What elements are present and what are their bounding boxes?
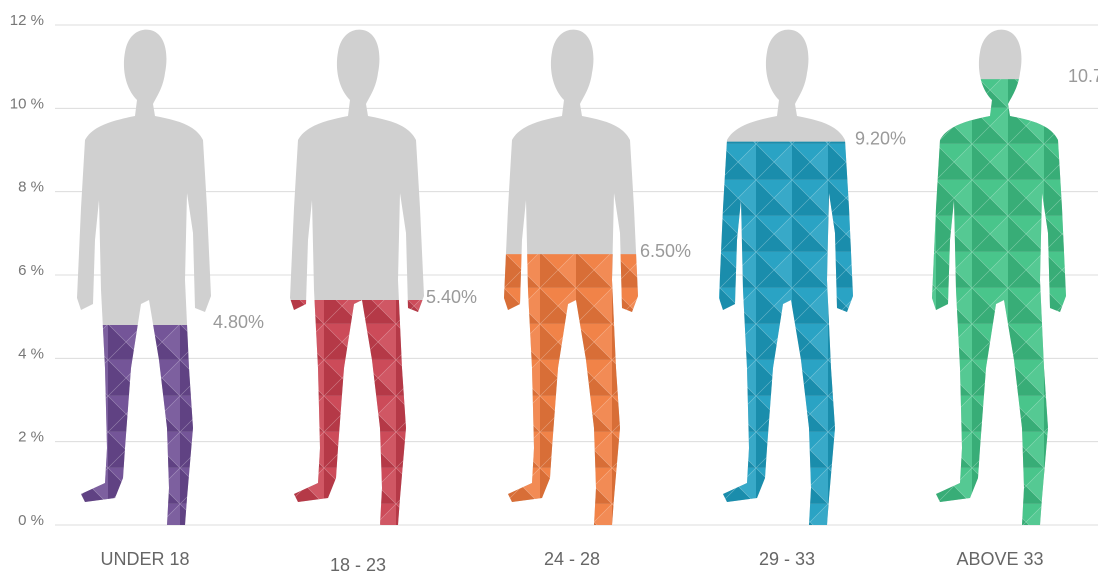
figure-texture <box>504 254 638 525</box>
x-tick-label: 29 - 33 <box>759 549 815 569</box>
figure-texture <box>290 300 424 525</box>
figure-texture <box>77 325 211 525</box>
value-label: 9.20% <box>855 128 906 148</box>
value-label: 5.40% <box>426 287 477 307</box>
value-label: 6.50% <box>640 241 691 261</box>
x-tick-label: 24 - 28 <box>544 549 600 569</box>
figure-texture <box>719 141 853 525</box>
x-tick-label: UNDER 18 <box>100 549 189 569</box>
y-tick-label: 8 % <box>18 179 44 196</box>
x-tick-label: 18 - 23 <box>330 555 386 575</box>
y-tick-label: 6 % <box>18 262 44 279</box>
y-tick-label: 10 % <box>10 95 44 112</box>
y-tick-label: 2 % <box>18 429 44 446</box>
y-tick-label: 4 % <box>18 345 44 362</box>
value-label: 4.80% <box>213 312 264 332</box>
y-tick-label: 12 % <box>10 12 44 29</box>
figure-texture <box>932 79 1066 525</box>
x-tick-label: ABOVE 33 <box>956 549 1043 569</box>
value-label: 10.70% <box>1068 66 1098 86</box>
y-tick-label: 0 % <box>18 512 44 529</box>
